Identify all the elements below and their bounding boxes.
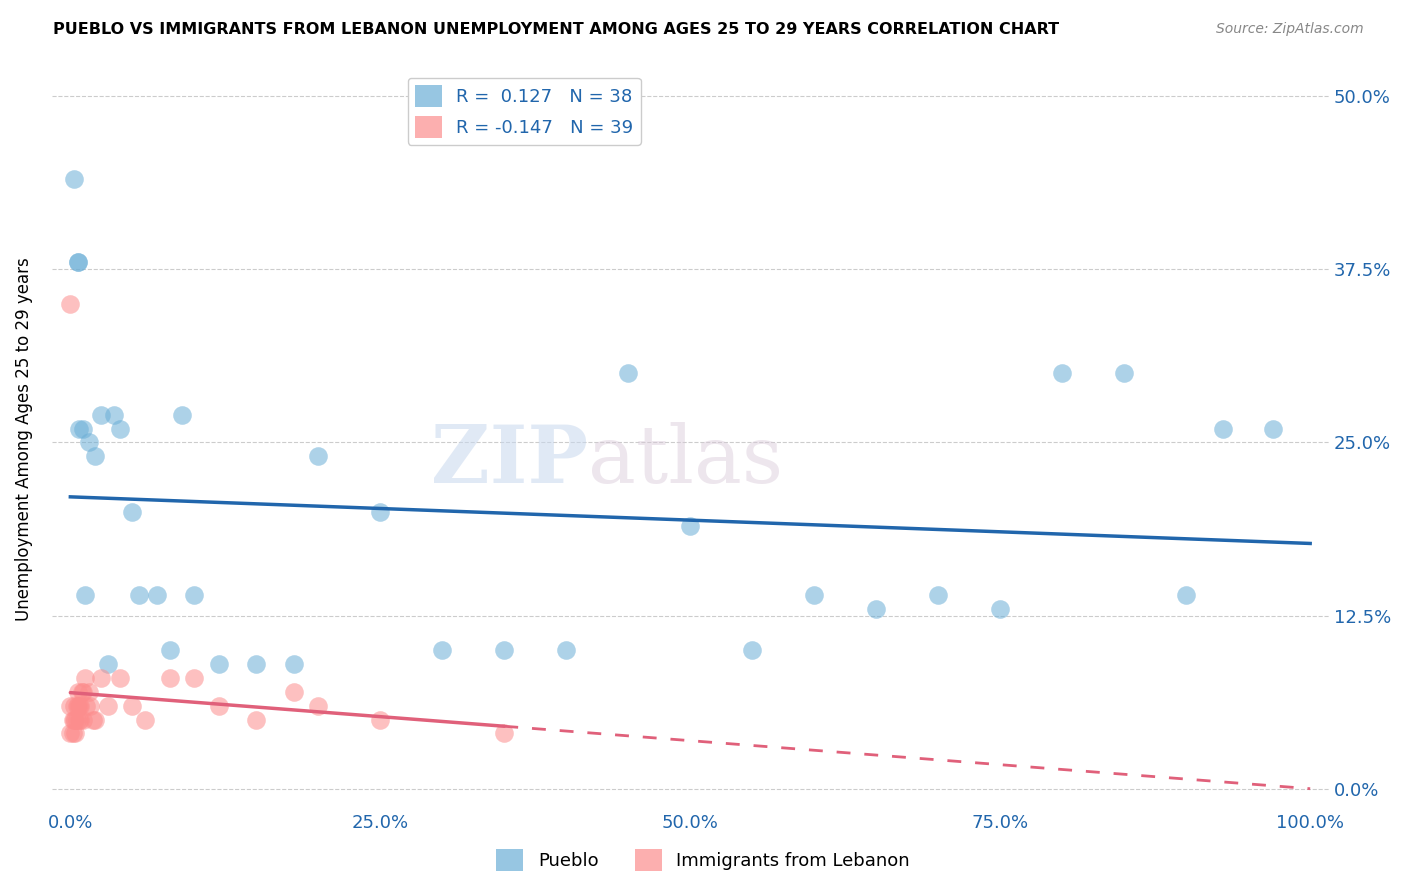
Point bbox=[283, 685, 305, 699]
Point bbox=[66, 685, 89, 699]
Point bbox=[65, 726, 87, 740]
Point bbox=[128, 588, 150, 602]
Point bbox=[617, 366, 640, 380]
Point bbox=[432, 643, 454, 657]
Point bbox=[62, 726, 84, 740]
Point bbox=[741, 643, 763, 657]
Point bbox=[66, 255, 89, 269]
Point bbox=[208, 657, 231, 672]
Point bbox=[146, 588, 169, 602]
Point bbox=[69, 698, 91, 713]
Point bbox=[679, 518, 702, 533]
Point bbox=[988, 601, 1011, 615]
Point bbox=[79, 698, 101, 713]
Point bbox=[59, 698, 82, 713]
Point bbox=[183, 671, 205, 685]
Y-axis label: Unemployment Among Ages 25 to 29 years: Unemployment Among Ages 25 to 29 years bbox=[15, 257, 32, 621]
Point bbox=[84, 450, 107, 464]
Point bbox=[65, 713, 87, 727]
Point bbox=[65, 698, 87, 713]
Point bbox=[494, 726, 516, 740]
Point bbox=[59, 726, 82, 740]
Point bbox=[96, 657, 118, 672]
Point bbox=[494, 643, 516, 657]
Point bbox=[555, 643, 578, 657]
Point bbox=[283, 657, 305, 672]
Point bbox=[84, 713, 107, 727]
Text: atlas: atlas bbox=[588, 422, 783, 500]
Point bbox=[803, 588, 825, 602]
Point bbox=[927, 588, 949, 602]
Point bbox=[1261, 422, 1284, 436]
Point bbox=[72, 685, 94, 699]
Point bbox=[1212, 422, 1234, 436]
Point bbox=[66, 255, 89, 269]
Point bbox=[183, 588, 205, 602]
Point bbox=[96, 698, 118, 713]
Point bbox=[307, 450, 329, 464]
Point bbox=[66, 698, 89, 713]
Point bbox=[90, 408, 112, 422]
Point bbox=[368, 713, 391, 727]
Point bbox=[90, 671, 112, 685]
Point bbox=[82, 713, 104, 727]
Point bbox=[63, 698, 86, 713]
Point bbox=[865, 601, 887, 615]
Text: Source: ZipAtlas.com: Source: ZipAtlas.com bbox=[1216, 22, 1364, 37]
Point bbox=[72, 713, 94, 727]
Point bbox=[368, 505, 391, 519]
Point bbox=[63, 713, 86, 727]
Point bbox=[170, 408, 193, 422]
Point bbox=[121, 698, 143, 713]
Point bbox=[159, 643, 181, 657]
Point bbox=[1114, 366, 1136, 380]
Point bbox=[307, 698, 329, 713]
Point bbox=[62, 713, 84, 727]
Point bbox=[108, 422, 131, 436]
Point bbox=[59, 297, 82, 311]
Point bbox=[77, 685, 100, 699]
Text: PUEBLO VS IMMIGRANTS FROM LEBANON UNEMPLOYMENT AMONG AGES 25 TO 29 YEARS CORRELA: PUEBLO VS IMMIGRANTS FROM LEBANON UNEMPL… bbox=[53, 22, 1060, 37]
Point bbox=[65, 713, 87, 727]
Point bbox=[134, 713, 156, 727]
Legend: R =  0.127   N = 38, R = -0.147   N = 39: R = 0.127 N = 38, R = -0.147 N = 39 bbox=[408, 78, 641, 145]
Point bbox=[1050, 366, 1073, 380]
Point bbox=[67, 422, 90, 436]
Point bbox=[121, 505, 143, 519]
Point bbox=[67, 713, 90, 727]
Point bbox=[108, 671, 131, 685]
Point bbox=[63, 172, 86, 186]
Legend: Pueblo, Immigrants from Lebanon: Pueblo, Immigrants from Lebanon bbox=[489, 842, 917, 879]
Point bbox=[245, 713, 267, 727]
Point bbox=[75, 588, 97, 602]
Point bbox=[72, 422, 94, 436]
Text: ZIP: ZIP bbox=[432, 422, 588, 500]
Point bbox=[245, 657, 267, 672]
Point bbox=[75, 671, 97, 685]
Point bbox=[69, 713, 91, 727]
Point bbox=[159, 671, 181, 685]
Point bbox=[70, 685, 93, 699]
Point bbox=[1175, 588, 1198, 602]
Point bbox=[75, 698, 97, 713]
Point bbox=[103, 408, 125, 422]
Point bbox=[77, 435, 100, 450]
Point bbox=[208, 698, 231, 713]
Point bbox=[67, 698, 90, 713]
